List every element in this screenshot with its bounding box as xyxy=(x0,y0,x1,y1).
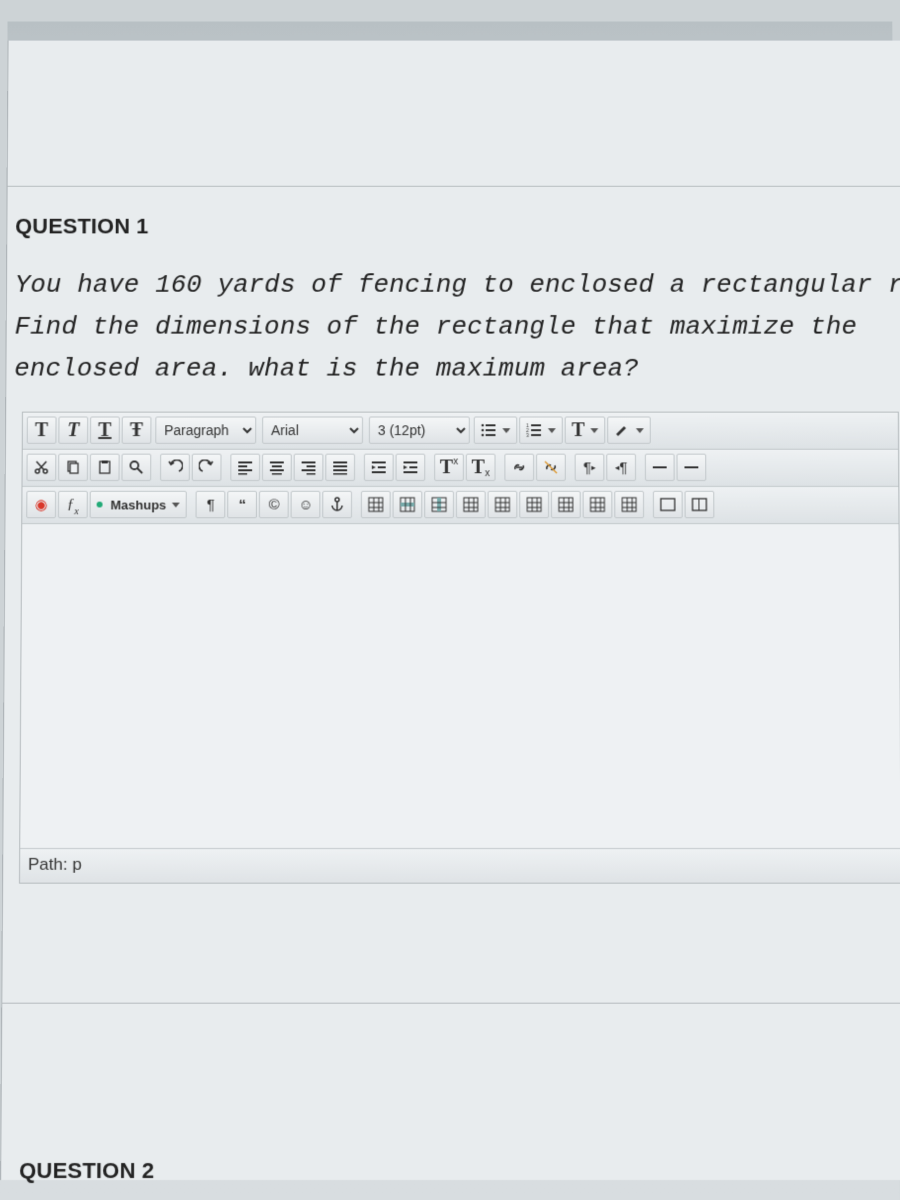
indent-right-button[interactable] xyxy=(396,454,426,481)
html-button[interactable] xyxy=(653,491,683,518)
align-justify-button[interactable] xyxy=(325,454,355,481)
question-heading: QUESTION 1 xyxy=(15,214,900,239)
align-right-button[interactable] xyxy=(294,454,324,481)
bullet-list-icon xyxy=(481,423,497,439)
outdent-icon xyxy=(371,460,387,476)
subscript-button[interactable]: Tx xyxy=(466,454,496,481)
indent-left-button[interactable] xyxy=(364,454,394,481)
html-icon xyxy=(660,497,676,513)
fx-button[interactable]: ƒx xyxy=(58,491,88,518)
emoji-button[interactable]: ☺ xyxy=(291,491,321,518)
undo-icon xyxy=(167,460,183,476)
highlight-color-button[interactable] xyxy=(608,417,652,444)
table-grid-icon xyxy=(558,497,574,513)
align-justify-icon xyxy=(332,460,348,476)
table-delete-row-button[interactable] xyxy=(583,491,613,518)
highlight-icon xyxy=(614,423,630,439)
superscript-button[interactable]: Tx xyxy=(434,454,464,481)
table-row-button[interactable] xyxy=(393,491,423,518)
table-grid-icon xyxy=(495,497,511,513)
anchor-icon xyxy=(330,497,346,513)
font-select[interactable]: Arial xyxy=(262,417,363,444)
rich-text-editor: T T T Ŧ Paragraph Arial 3 (12pt) xyxy=(19,411,900,883)
align-left-button[interactable] xyxy=(230,454,260,481)
question-block: QUESTION 1 You have 160 yards of fencing… xyxy=(2,186,900,1004)
question-text: You have 160 yards of fencing to enclose… xyxy=(14,264,900,389)
table-grid-icon xyxy=(527,497,543,513)
eraser-icon xyxy=(683,460,699,476)
search-button[interactable] xyxy=(121,454,151,481)
next-question-heading: QUESTION 2 xyxy=(19,1158,154,1184)
hr-button[interactable] xyxy=(645,454,675,481)
align-center-button[interactable] xyxy=(262,454,292,481)
table-delete-col-button[interactable] xyxy=(615,491,645,518)
align-left-icon xyxy=(237,460,253,476)
align-center-icon xyxy=(269,460,285,476)
table-col-button[interactable] xyxy=(425,491,455,518)
italic-button[interactable]: T xyxy=(58,417,88,444)
table-insert-col-after-button[interactable] xyxy=(551,491,581,518)
underline-button[interactable]: T xyxy=(90,417,120,444)
css-button[interactable] xyxy=(685,491,715,518)
toolbar-row-3: ◉ ƒx Mashups ¶ “ © ☺ xyxy=(22,487,898,524)
hr-icon xyxy=(652,460,668,476)
text-color-button[interactable]: T xyxy=(565,417,606,444)
bold-button[interactable]: T xyxy=(27,417,57,444)
mashup-dot-icon xyxy=(97,502,103,508)
table-row-icon xyxy=(400,497,416,513)
table-insert-row-after-button[interactable] xyxy=(488,491,518,518)
quote-button[interactable]: “ xyxy=(228,491,258,518)
question-line-1: You have 160 yards of fencing to enclose… xyxy=(15,264,900,306)
toolbar-row-1: T T T Ŧ Paragraph Arial 3 (12pt) xyxy=(23,412,898,449)
css-icon xyxy=(692,497,708,513)
table-grid-icon xyxy=(463,497,479,513)
indent-icon xyxy=(403,460,419,476)
strikethrough-button[interactable]: Ŧ xyxy=(122,417,152,444)
show-blocks-button[interactable]: ¶ xyxy=(196,491,226,518)
editor-content-area[interactable] xyxy=(20,524,900,849)
mashups-button[interactable]: Mashups xyxy=(90,491,187,518)
table-button[interactable] xyxy=(361,491,391,518)
remove-format-button[interactable] xyxy=(677,454,707,481)
table-grid-icon xyxy=(622,497,638,513)
link-icon xyxy=(511,460,527,476)
ltr-button[interactable]: ¶▸ xyxy=(575,454,605,481)
path-bar: Path: p xyxy=(20,849,900,883)
font-size-select[interactable]: 3 (12pt) xyxy=(369,417,470,444)
bullet-list-button[interactable] xyxy=(474,417,518,444)
svg-text:3: 3 xyxy=(526,433,529,438)
copy-button[interactable] xyxy=(58,454,88,481)
copy-icon xyxy=(65,460,81,476)
toolbar-row-2: Tx Tx ¶▸ ◂¶ xyxy=(22,449,898,486)
record-button[interactable]: ◉ xyxy=(26,491,56,518)
cut-button[interactable] xyxy=(26,454,56,481)
align-right-icon xyxy=(301,460,317,476)
paste-button[interactable] xyxy=(90,454,120,481)
table-grid-icon xyxy=(590,497,606,513)
redo-button[interactable] xyxy=(192,454,222,481)
remove-link-button[interactable] xyxy=(536,454,566,481)
table-col-icon xyxy=(432,497,448,513)
question-line-2: Find the dimensions of the rectangle tha… xyxy=(14,306,900,348)
undo-button[interactable] xyxy=(160,454,190,481)
table-insert-col-before-button[interactable] xyxy=(520,491,550,518)
cut-icon xyxy=(33,460,49,476)
rtl-button[interactable]: ◂¶ xyxy=(606,454,636,481)
numbered-list-button[interactable]: 123 xyxy=(519,417,563,444)
anchor-button[interactable] xyxy=(323,491,353,518)
table-icon xyxy=(368,497,384,513)
paste-icon xyxy=(97,460,113,476)
copyright-button[interactable]: © xyxy=(259,491,289,518)
numbered-list-icon: 123 xyxy=(526,423,542,439)
search-icon xyxy=(128,460,144,476)
insert-link-button[interactable] xyxy=(504,454,534,481)
table-insert-row-before-button[interactable] xyxy=(456,491,486,518)
question-line-3: enclosed area. what is the maximum area? xyxy=(14,348,900,390)
paragraph-select[interactable]: Paragraph xyxy=(155,417,256,444)
unlink-icon xyxy=(543,460,559,476)
redo-icon xyxy=(199,460,215,476)
